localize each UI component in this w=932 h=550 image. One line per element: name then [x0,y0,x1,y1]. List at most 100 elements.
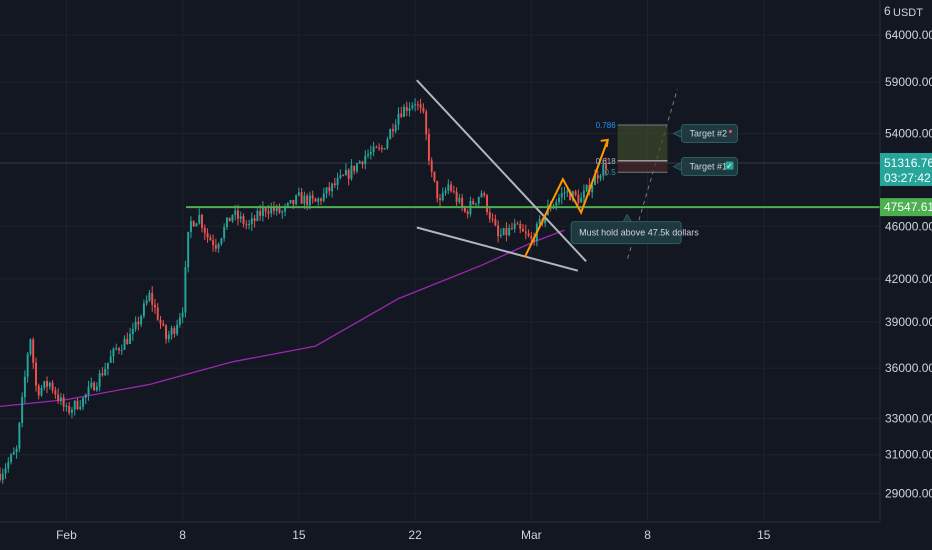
candle-body [267,211,270,214]
candle-body [582,190,585,198]
candle-body [433,171,436,181]
candle-body [7,461,10,469]
x-tick-label: 8 [644,528,651,542]
candle-body [201,214,203,228]
candle-body [106,362,109,369]
candle-body [483,193,486,196]
note-callout[interactable]: Must hold above 47.5k dollars [570,213,699,245]
candle-body [505,228,508,236]
candle-body [411,105,414,109]
candle-body [212,240,215,246]
candle-body [281,211,284,213]
candle-body [585,184,588,191]
x-tick-label: 8 [179,528,186,542]
candle-body [427,134,430,161]
candle-body [21,397,24,423]
target1-callout-pointer [672,161,682,172]
candle-body [466,211,469,215]
candle-body [23,376,26,398]
y-tick-label: 29000.00 [885,486,932,500]
candle-body [68,406,71,413]
candle-body [416,104,419,106]
candle-body [112,348,115,357]
candle-body [206,233,209,238]
target1-callout[interactable]: Target #1 ✓ [672,157,738,177]
candle-body [154,304,156,308]
candle-body [37,385,40,396]
candle-body [181,312,184,318]
x-tick-label: 22 [408,528,422,542]
candle-body [237,210,239,219]
candle-body [10,454,13,462]
candle-body [253,218,256,221]
candle-body [46,381,49,387]
candle-body [284,206,286,212]
candle-body [522,228,524,232]
fib-618-label: 0.618 [596,157,617,166]
candle-body [300,192,303,204]
candle-body [214,245,217,249]
fib-786-label: 0.786 [596,121,617,130]
candle-body [286,202,289,207]
candle-body [361,161,364,165]
candle-body [372,146,375,153]
candle-body [555,202,558,206]
candle-body [79,406,82,409]
candle-body [242,216,245,225]
candle-body [15,448,18,453]
y-tick-label: 39000.00 [885,315,932,329]
candle-body [347,170,350,179]
candle-body [441,193,444,201]
x-tick-label: 15 [292,528,306,542]
candle-body [558,197,560,203]
candle-body [414,104,417,106]
y-tick-label: 31000.00 [885,448,932,462]
candle-body [40,387,43,396]
candle-body [90,382,93,387]
moving-average-line [0,229,565,408]
candle-body [145,300,148,304]
candle-body [569,191,572,201]
candle-body [480,193,483,198]
x-tick-label: 15 [757,528,771,542]
candle-body [220,238,223,244]
candle-body [65,406,68,408]
candle-body [295,195,298,205]
candle-body [234,210,237,215]
moving-average-layer [0,229,565,408]
candle-body [477,197,480,204]
candle-body [259,210,262,216]
y-tick-label: 64000.00 [885,28,932,42]
target2-marker-icon [728,129,732,133]
candle-body [452,191,455,193]
candle-body [123,338,126,350]
candle-body [325,187,328,194]
target1-callout-text: Target #1 [689,162,727,172]
candle-body [463,206,466,212]
last-price-tag [880,152,932,186]
candle-body [203,227,206,234]
candle-body [209,237,212,241]
candle-body [289,199,292,203]
callouts-layer: Target #2 Target #1 ✓ Must hold above 47.5k… [570,123,738,245]
candle-body [170,328,173,335]
candle-body [82,397,84,407]
candle-body [98,373,101,387]
candle-body [308,195,311,206]
candle-body [51,382,54,391]
candle-body [178,317,181,325]
candle-body [494,219,497,226]
candle-body [131,328,134,335]
support-price-tag [880,198,932,217]
candle-body [602,164,605,176]
candle-body [120,349,123,351]
candle-body [499,235,502,237]
check-icon [725,161,734,170]
candle-body [408,108,411,111]
candle-body [87,386,90,395]
candle-body [314,198,317,202]
target2-callout[interactable]: Target #2 [672,123,738,143]
